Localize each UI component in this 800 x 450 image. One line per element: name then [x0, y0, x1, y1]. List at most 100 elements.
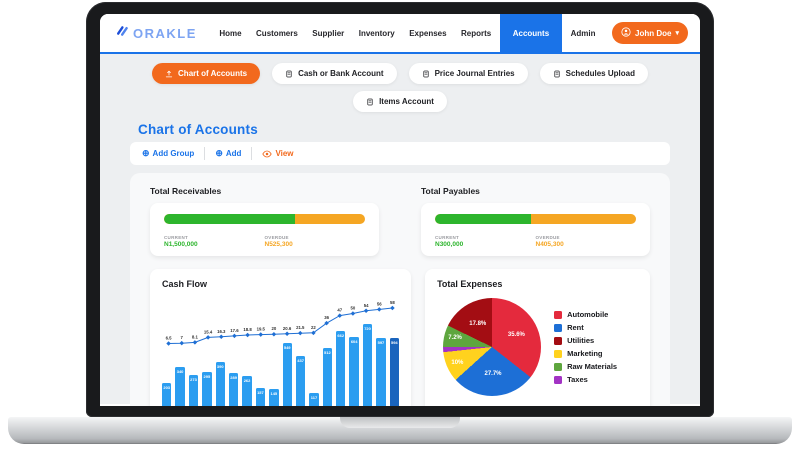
- legend-label: Marketing: [567, 349, 603, 358]
- laptop-screen: ORAKLE Home Customers Supplier Inventory Exp…: [100, 14, 700, 406]
- legend-swatch: [554, 310, 563, 319]
- legend-label: Raw Materials: [567, 362, 618, 371]
- view-button[interactable]: View: [262, 149, 294, 158]
- bar: 437: [295, 356, 306, 406]
- line-value-label: 6.5: [166, 336, 173, 341]
- add-group-button[interactable]: ⊕ Add Group: [142, 148, 195, 159]
- bar-value-label: 203: [163, 385, 171, 390]
- bar-value-label: 295: [203, 374, 211, 379]
- line-value-label: 17.6: [230, 328, 239, 333]
- current-value: N1,500,000: [164, 241, 198, 248]
- bar: 273: [188, 375, 199, 406]
- expenses-card: Total Expenses 35.6% 27.7% 10% 7.2% 17.8% Au…: [425, 269, 650, 406]
- legend-swatch: [554, 323, 563, 332]
- line-value-label: 7: [181, 335, 184, 340]
- nav-item-home[interactable]: Home: [219, 28, 242, 38]
- receivables-title: Total Receivables: [150, 186, 222, 196]
- user-avatar-icon: [621, 27, 631, 39]
- tab-label: Price Journal Entries: [434, 69, 515, 78]
- tab-price-journal-entries[interactable]: Price Journal Entries: [408, 63, 528, 84]
- bar: 604: [349, 337, 359, 406]
- page-title: Chart of Accounts: [138, 122, 258, 137]
- nav-item-inventory[interactable]: Inventory: [358, 28, 395, 38]
- bar-value-label: 262: [243, 378, 251, 383]
- line-value-label: 54: [364, 303, 369, 308]
- bar-value-label: 512: [324, 350, 331, 355]
- line-marker: [205, 335, 211, 340]
- legend-swatch: [554, 349, 563, 358]
- expenses-pie-wrap: 35.6% 27.7% 10% 7.2% 17.8% Automobile Rent Uti…: [437, 296, 638, 396]
- bar-value-label: 390: [216, 364, 224, 369]
- line-marker: [192, 340, 198, 345]
- add-button[interactable]: ⊕ Add: [215, 148, 242, 159]
- bar: 597: [376, 338, 386, 406]
- cashflow-chart: 203 340 273 295 390 289 262 157 145 549 437 117 512 6…: [162, 296, 400, 406]
- bar-value-label: 594: [390, 340, 398, 345]
- nav-item-supplier[interactable]: Supplier: [312, 28, 345, 38]
- legend-item-utilities: Utilities: [554, 336, 617, 345]
- legend-swatch: [554, 375, 563, 384]
- bar: 145: [269, 389, 279, 406]
- plus-circle-icon: ⊕: [215, 148, 223, 158]
- bar: 295: [202, 372, 212, 406]
- line-value-label: 8.1: [192, 334, 199, 339]
- legend-label: Utilities: [567, 336, 595, 345]
- current-value: N300,000: [435, 241, 464, 248]
- bar-value-label: 273: [190, 377, 197, 382]
- line-value-label: 56: [377, 301, 382, 306]
- bar: 662: [336, 331, 346, 406]
- payables-progress-bar: [435, 214, 636, 224]
- line-marker: [284, 331, 290, 337]
- legend-label: Rent: [567, 323, 584, 332]
- bar-value-label: 720: [364, 326, 371, 331]
- navbar: ORAKLE Home Customers Supplier Inventory Exp…: [100, 14, 700, 54]
- chevron-down-icon: ▾: [675, 29, 679, 37]
- charts-row: Cash Flow 203 340 273 295 390 289 262 157 145 549…: [150, 269, 650, 406]
- pie-percent-label: 10%: [451, 359, 464, 366]
- bar: 262: [242, 376, 252, 406]
- nav-item-expenses[interactable]: Expenses: [409, 28, 447, 38]
- tab-chart-of-accounts[interactable]: Chart of Accounts: [152, 63, 261, 84]
- receivables-progress-fill: [164, 214, 295, 224]
- nav-item-reports[interactable]: Reports: [461, 28, 492, 38]
- overdue-value: N405,300: [535, 241, 564, 248]
- pie-percent-label: 17.8%: [469, 321, 487, 328]
- bar: 203: [162, 383, 172, 406]
- line-value-label: 58: [390, 300, 395, 305]
- nav-item-accounts[interactable]: Accounts: [499, 14, 563, 53]
- line-marker: [232, 333, 237, 339]
- receivables-progress-bar: [164, 214, 365, 224]
- legend-item-marketing: Marketing: [554, 349, 617, 358]
- bar-value-label: 604: [350, 339, 358, 344]
- nav-item-admin[interactable]: Admin: [570, 28, 596, 38]
- expenses-title: Total Expenses: [437, 279, 503, 289]
- line-marker: [218, 334, 224, 340]
- tab-schedules-upload[interactable]: Schedules Upload: [539, 63, 648, 84]
- line-marker: [376, 307, 382, 312]
- dashboard-panel: Total Receivables CURRENT N1,500,000 OVE…: [130, 173, 670, 406]
- bar-value-label: 437: [297, 358, 304, 363]
- add-group-label: Add Group: [152, 149, 195, 158]
- current-label: CURRENT: [164, 235, 189, 240]
- receivables-card: CURRENT N1,500,000 OVERDUE N525,300: [150, 203, 379, 256]
- current-label: CURRENT: [435, 235, 460, 240]
- tab-items-account[interactable]: Items Account: [353, 91, 447, 112]
- brand-logo[interactable]: ORAKLE: [116, 24, 197, 42]
- line-marker: [271, 331, 277, 337]
- bar: 117: [309, 393, 319, 406]
- line-value-label: 18.8: [243, 327, 252, 332]
- legend-item-taxes: Taxes: [554, 375, 617, 384]
- tab-cash-or-bank-account[interactable]: Cash or Bank Account: [272, 63, 397, 84]
- cashflow-title: Cash Flow: [162, 279, 208, 289]
- add-label: Add: [225, 149, 242, 158]
- bar: 340: [175, 367, 185, 406]
- laptop-base: [8, 417, 792, 444]
- overdue-label: OVERDUE: [264, 235, 289, 240]
- tab-label: Items Account: [379, 97, 434, 106]
- legend-label: Taxes: [567, 375, 588, 384]
- nav-item-customers[interactable]: Customers: [256, 28, 298, 38]
- line-marker: [350, 311, 356, 316]
- plus-circle-icon: ⊕: [142, 148, 150, 158]
- user-menu-button[interactable]: John Doe ▾: [612, 22, 688, 44]
- line-value-label: 16.3: [217, 329, 226, 334]
